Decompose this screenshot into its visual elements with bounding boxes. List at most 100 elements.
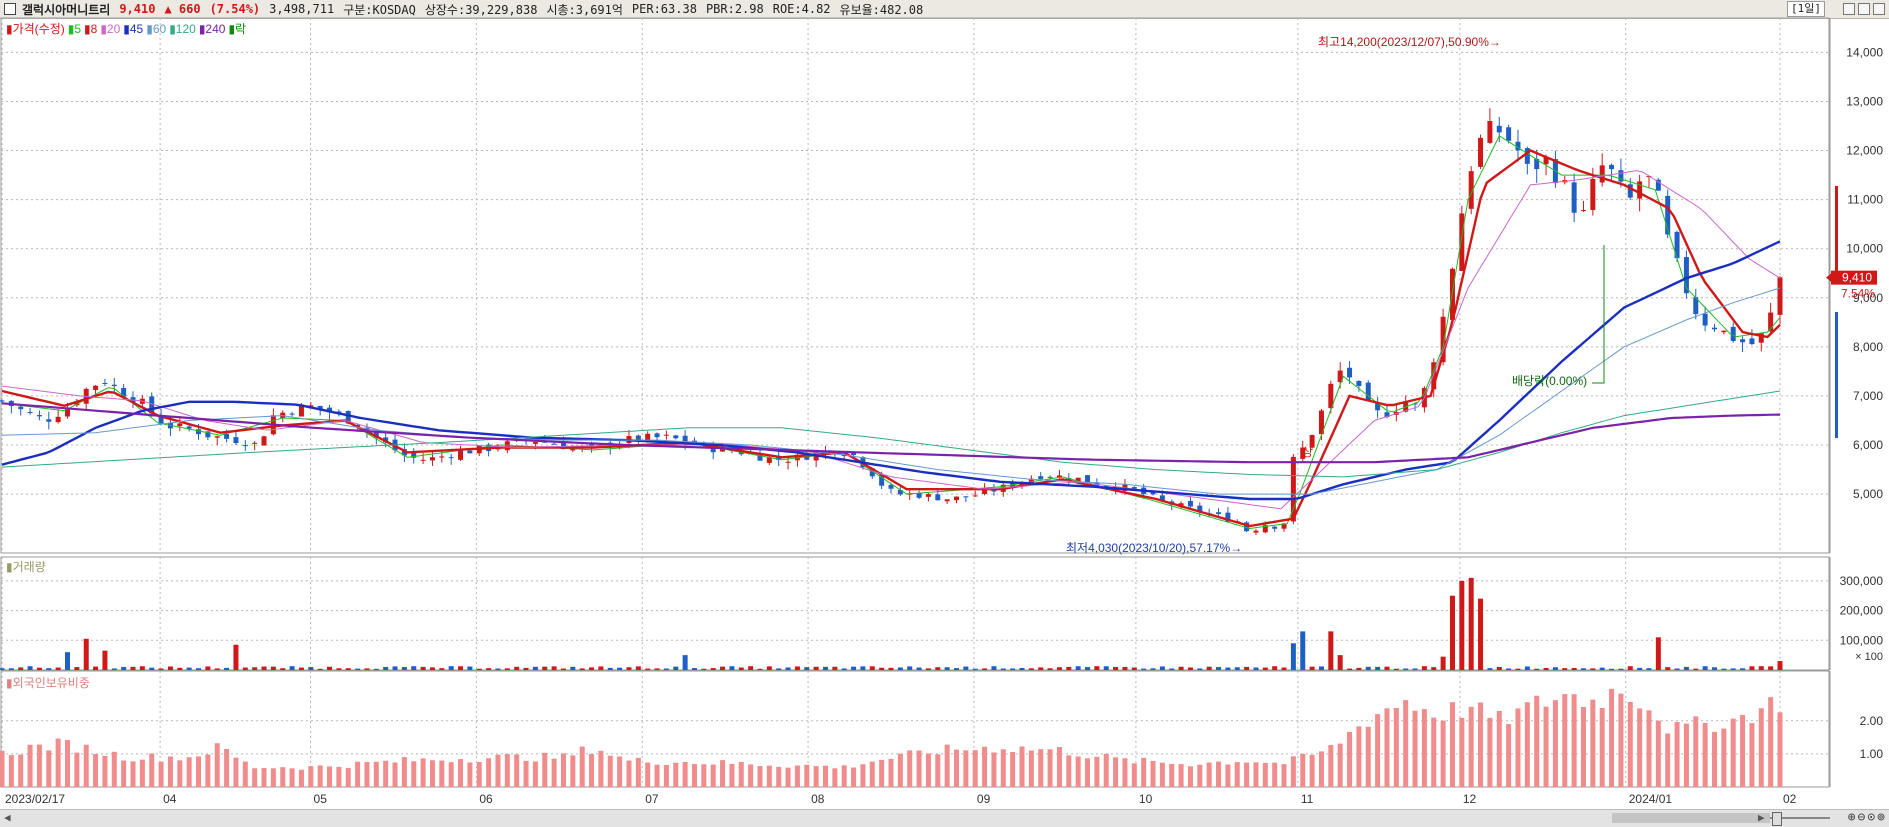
- candle-body: [65, 408, 71, 417]
- candle-body: [598, 443, 604, 447]
- foreign-bar: [1655, 720, 1661, 787]
- candle-body: [1365, 382, 1371, 401]
- legend-item: ▮45: [123, 22, 144, 36]
- maximize-icon[interactable]: [1858, 3, 1870, 15]
- candle-body: [813, 452, 819, 461]
- select-checkbox[interactable]: [4, 3, 16, 15]
- candle-body: [954, 496, 960, 501]
- candle-body: [242, 445, 248, 447]
- foreign-bar: [1421, 709, 1427, 787]
- foreign-bar: [429, 760, 435, 787]
- volume-bar: [1506, 668, 1512, 670]
- zoom-controls: ⊕ ⊖ ⊙ ⊚: [1848, 810, 1885, 825]
- volume-bar: [1599, 667, 1605, 670]
- volume-bar: [289, 666, 295, 670]
- scroll-right-icon[interactable]: ▶: [1758, 811, 1765, 824]
- volume-bar: [766, 666, 772, 670]
- candle-body: [1777, 277, 1783, 315]
- volume-bar: [1749, 666, 1755, 670]
- foreign-bar: [1777, 712, 1783, 787]
- candle-body: [102, 383, 108, 385]
- foreign-bar: [598, 750, 604, 787]
- legend-item: ▮20: [100, 22, 121, 36]
- volume-bar: [476, 668, 482, 670]
- candle-body: [607, 442, 613, 448]
- foreign-bar: [1665, 733, 1671, 787]
- header-bar: 갤럭시아머니트리 9,410 ▲ 660 (7.54%) 3,498,711 구…: [0, 0, 1889, 19]
- foreign-bar: [1534, 695, 1540, 787]
- volume-bar: [373, 668, 379, 670]
- foreign-bar: [1216, 761, 1222, 787]
- candle-body: [186, 426, 192, 429]
- foreign-bar: [701, 764, 707, 787]
- candle-body: [1758, 333, 1764, 343]
- zoom-in-icon[interactable]: ⊕: [1847, 810, 1856, 825]
- legend-item: ▮120: [169, 22, 196, 36]
- foreign-bar: [1543, 706, 1549, 787]
- candle-body: [1131, 487, 1137, 489]
- volume-bar: [907, 666, 913, 670]
- candle-body: [0, 400, 5, 402]
- candle-body: [364, 427, 370, 431]
- volume-bar: [1421, 666, 1427, 670]
- zoom-fit-icon[interactable]: ⊚: [1877, 810, 1885, 825]
- candle-body: [55, 416, 61, 423]
- volume-bar: [1440, 656, 1446, 670]
- foreign-bar: [1000, 749, 1006, 787]
- scroll-thumb[interactable]: [1612, 813, 1770, 823]
- foreign-bar: [607, 755, 613, 787]
- volume-bar: [1047, 668, 1053, 670]
- y-tick-label: 7,000: [1853, 389, 1883, 403]
- volume-bar: [411, 666, 417, 670]
- scroll-left-icon[interactable]: ◀: [4, 811, 11, 824]
- close-icon[interactable]: [1873, 3, 1885, 15]
- foreign-bar: [1524, 702, 1530, 787]
- foreign-bar: [252, 768, 258, 787]
- candle-body: [1337, 370, 1343, 383]
- volume-bar: [757, 668, 763, 670]
- candle-body: [748, 453, 754, 455]
- candle-body: [1562, 180, 1568, 183]
- foreign-bar: [1468, 706, 1474, 787]
- candle-body: [691, 440, 697, 445]
- y-tick-label: 12,000: [1846, 144, 1883, 158]
- foreign-bar: [794, 765, 800, 787]
- foreign-bar: [1683, 723, 1689, 787]
- candle-body: [1216, 512, 1222, 514]
- foreign-bar: [74, 752, 80, 787]
- volume-bar: [1094, 666, 1100, 670]
- volume-bar: [860, 666, 866, 670]
- foreign-bar: [570, 755, 576, 787]
- volume-bar: [1225, 667, 1231, 670]
- foreign-bar: [851, 767, 857, 787]
- volume-bar: [888, 667, 894, 670]
- candle-body: [1478, 137, 1484, 167]
- y-unit-label: × 100: [1855, 651, 1883, 663]
- candle-body: [944, 499, 950, 502]
- volume-bar: [869, 666, 875, 670]
- foreign-bar: [0, 750, 5, 787]
- foreign-bar: [991, 752, 997, 787]
- candle-body: [1066, 478, 1072, 481]
- zoom-slider[interactable]: [1770, 812, 1830, 826]
- zoom-reset-icon[interactable]: ⊙: [1867, 810, 1876, 825]
- candle-body: [1506, 127, 1512, 141]
- volume-bar: [1066, 666, 1072, 670]
- candle-body: [233, 437, 239, 444]
- volume-bar: [1412, 668, 1418, 670]
- foreign-bar: [149, 753, 155, 787]
- foreign-bar: [523, 760, 529, 787]
- foreign-bar: [1431, 717, 1437, 787]
- roe-value: ROE:4.82: [772, 2, 831, 16]
- zoom-out-icon[interactable]: ⊖: [1857, 810, 1866, 825]
- x-tick-label: 2024/01: [1629, 792, 1673, 806]
- y-tick-label: 1.00: [1860, 747, 1884, 761]
- volume-bar: [944, 667, 950, 670]
- foreign-bar: [1599, 708, 1605, 787]
- period-selector[interactable]: [1일]: [1787, 1, 1825, 17]
- ma-line-45: [1, 240, 1781, 501]
- horizontal-scrollbar[interactable]: ◀ ▶ ⊕ ⊖ ⊙ ⊚: [0, 809, 1889, 827]
- candle-body: [8, 400, 14, 407]
- minimize-icon[interactable]: [1843, 3, 1855, 15]
- stock-volume: 3,498,711: [269, 2, 335, 16]
